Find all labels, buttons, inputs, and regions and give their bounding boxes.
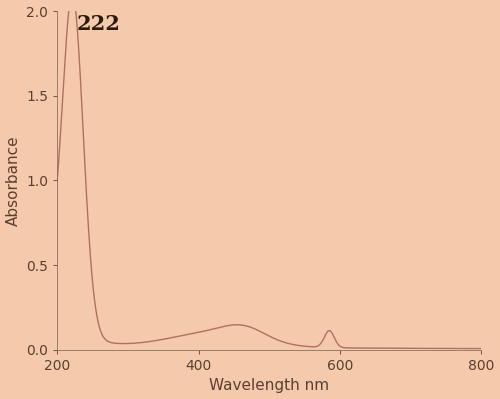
- Text: 222: 222: [77, 14, 121, 34]
- Y-axis label: Absorbance: Absorbance: [6, 135, 20, 226]
- X-axis label: Wavelength nm: Wavelength nm: [209, 378, 330, 393]
